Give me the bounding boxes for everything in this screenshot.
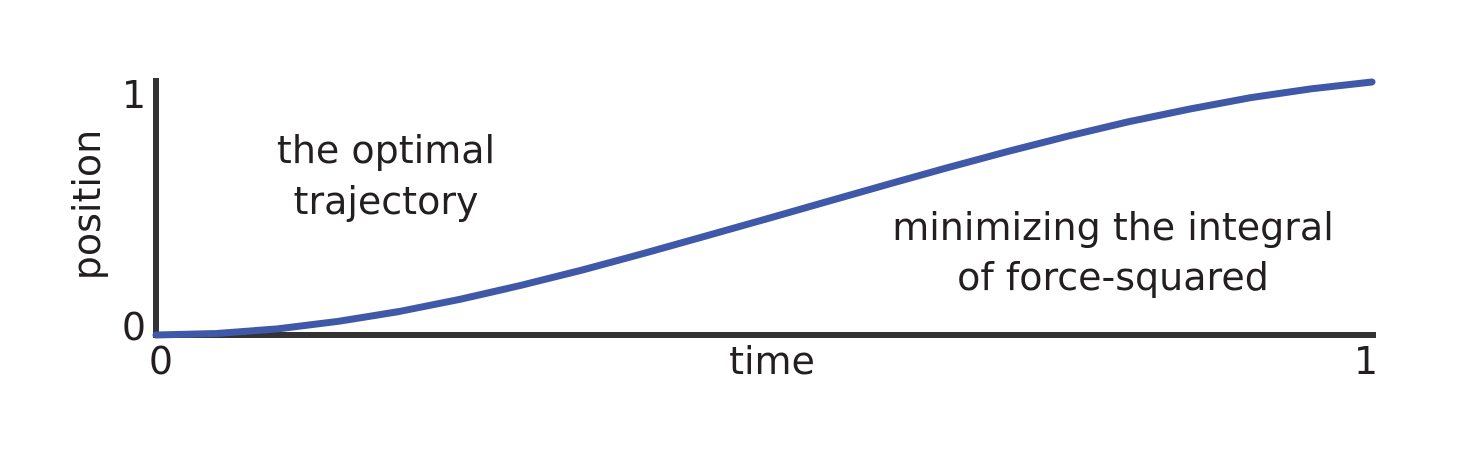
axes xyxy=(153,78,1376,338)
y-tick-label-0: 0 xyxy=(122,305,146,349)
annotation-minimizing-line-2: of force-squared xyxy=(957,255,1269,299)
y-tick-label-1: 1 xyxy=(122,73,146,117)
annotation-optimal-line-1: the optimal xyxy=(277,128,495,172)
series-layer xyxy=(152,78,1376,339)
x-tick-label-0: 0 xyxy=(149,339,173,383)
annotation-minimizing-line-1: minimizing the integral xyxy=(892,205,1334,249)
y-axis-title: position xyxy=(65,130,109,281)
x-tick-label-1: 1 xyxy=(1354,339,1378,383)
x-axis-title: time xyxy=(729,339,815,383)
annotation-optimal-line-2: trajectory xyxy=(294,179,479,223)
series-line-0 xyxy=(152,78,1376,339)
